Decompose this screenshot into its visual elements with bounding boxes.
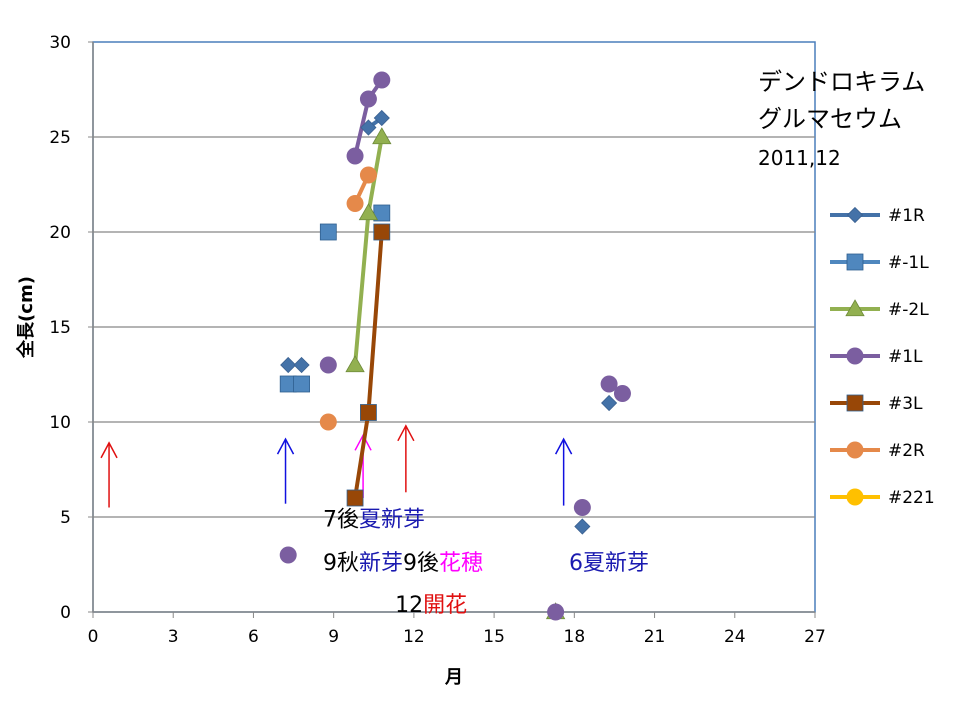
legend-item: #1R bbox=[830, 206, 925, 226]
series-2l-point bbox=[372, 127, 392, 145]
series-1l-point bbox=[319, 223, 337, 241]
series-1l-point bbox=[279, 546, 297, 564]
x-tick-label: 6 bbox=[248, 627, 259, 647]
grid-lines bbox=[93, 136, 815, 518]
annotation-arrow bbox=[397, 424, 415, 493]
legend-item: #3L bbox=[830, 394, 923, 414]
x-tick-label: 0 bbox=[88, 627, 99, 647]
legend-label: #221 bbox=[888, 488, 935, 508]
legend-item: #1L bbox=[830, 347, 923, 367]
legend-marker bbox=[846, 441, 864, 459]
y-tick-label: 15 bbox=[49, 318, 71, 338]
legend-item: #-1L bbox=[830, 253, 929, 273]
series-1r-point bbox=[360, 119, 377, 136]
series-1l-point bbox=[319, 356, 337, 374]
x-tick-label: 9 bbox=[328, 627, 339, 647]
x-axis-label: 月 bbox=[444, 667, 463, 688]
x-tick-label: 18 bbox=[564, 627, 586, 647]
legend-marker bbox=[846, 253, 864, 271]
series-3l-point bbox=[360, 404, 377, 421]
y-tick-label: 10 bbox=[49, 413, 71, 433]
annotation-arrow bbox=[100, 441, 118, 508]
series-1l-point bbox=[373, 71, 391, 89]
series-1r-point bbox=[601, 394, 618, 412]
y-tick-label: 5 bbox=[60, 508, 71, 528]
series-1l-point bbox=[547, 603, 565, 621]
legend-marker bbox=[846, 206, 864, 224]
series-1l-point bbox=[359, 90, 377, 108]
annotation-text: 7後夏新芽 bbox=[323, 508, 425, 533]
y-tick-label: 20 bbox=[49, 223, 71, 243]
x-tick-labels: 0 3 6 9 12 15 18 21 24 27 bbox=[88, 612, 826, 647]
legend-label: #1R bbox=[888, 206, 925, 226]
chart-title-line-2: グルマセウム bbox=[758, 105, 902, 133]
series-1r-point bbox=[574, 518, 591, 535]
legend-marker bbox=[846, 488, 864, 506]
series-1l-point bbox=[346, 147, 364, 165]
series-2r-point bbox=[319, 413, 337, 431]
legend-marker bbox=[845, 299, 865, 317]
y-axis-label: 全長(cm) bbox=[15, 276, 37, 359]
annotation-text: 9秋新芽9後花穂 bbox=[323, 551, 483, 576]
x-tick-label: 3 bbox=[168, 627, 179, 647]
series-2l-point bbox=[345, 355, 365, 373]
series-1l-point bbox=[573, 499, 591, 516]
series-1l-point bbox=[613, 385, 631, 402]
legend-item: #221 bbox=[830, 488, 935, 508]
series-2r-point bbox=[346, 195, 364, 212]
legend-label: #2R bbox=[888, 441, 925, 461]
annotation-arrow bbox=[554, 437, 573, 506]
legend-label: #-1L bbox=[888, 253, 929, 273]
chart-title-line-1: デンドロキラム bbox=[758, 68, 925, 96]
x-tick-label: 27 bbox=[804, 627, 826, 647]
x-tick-label: 24 bbox=[724, 627, 746, 647]
series-1r-point bbox=[280, 356, 297, 374]
legend-item: #-2L bbox=[830, 299, 929, 320]
series-1l-point bbox=[600, 375, 618, 393]
annotation-arrow bbox=[276, 437, 295, 504]
legend-marker bbox=[846, 347, 864, 365]
annotation-text: 6夏新芽 bbox=[569, 551, 649, 576]
chart-subtitle: 2011,12 bbox=[758, 146, 841, 170]
series-3l-point bbox=[373, 223, 391, 241]
data-markers bbox=[279, 71, 631, 621]
series-3l-point bbox=[346, 489, 364, 507]
legend-marker bbox=[846, 394, 864, 412]
legend-item: #2R bbox=[830, 441, 925, 461]
y-tick-label: 25 bbox=[49, 128, 71, 148]
series-1r-point bbox=[373, 109, 390, 127]
legend-label: #3L bbox=[888, 394, 923, 414]
annotation-text: 12開花 bbox=[395, 593, 467, 618]
x-tick-label: 15 bbox=[483, 627, 505, 647]
legend-label: #-2L bbox=[888, 300, 929, 320]
x-tick-label: 21 bbox=[644, 627, 666, 647]
legend-label: #1L bbox=[888, 347, 923, 367]
legend: #1R #-1L #-2L #1L #3L #2R #221 bbox=[830, 206, 935, 508]
series-2r-point bbox=[359, 166, 377, 184]
series-1r-point bbox=[293, 356, 310, 374]
annotations: 7後夏新芽 9秋新芽9後花穂 12開花 6夏新芽 bbox=[323, 508, 649, 619]
y-tick-label: 0 bbox=[60, 603, 71, 623]
y-tick-label: 30 bbox=[49, 33, 71, 53]
series-1l-point bbox=[293, 375, 310, 393]
y-tick-labels: 0 5 10 15 20 25 30 bbox=[49, 33, 93, 623]
x-tick-label: 12 bbox=[403, 627, 425, 647]
series-2l-point bbox=[358, 203, 379, 221]
